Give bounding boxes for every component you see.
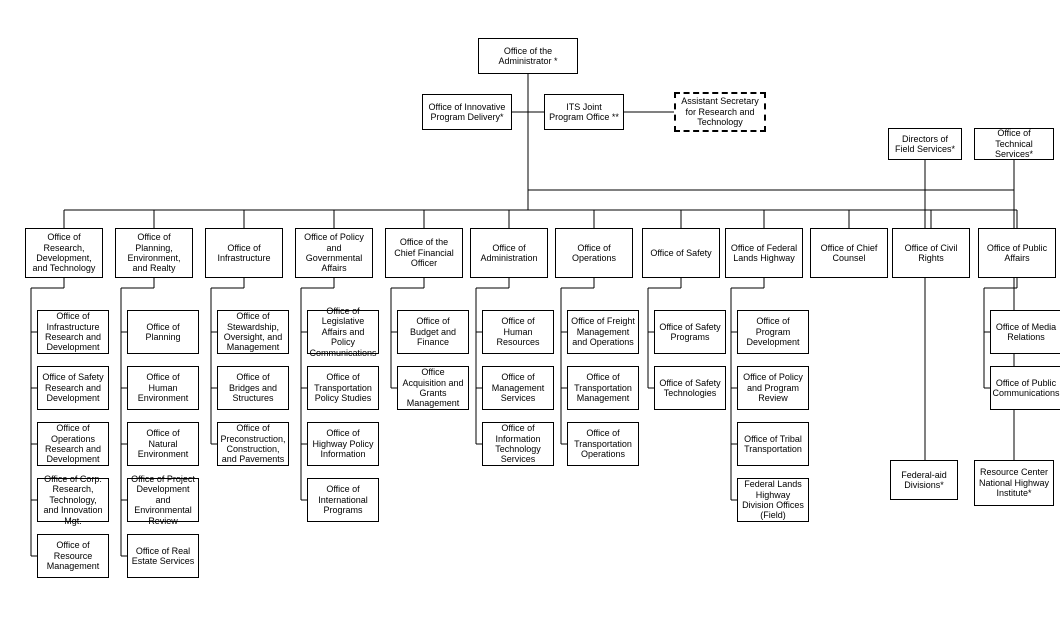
- branch-2-sub-2: Office of Preconstruction, Construction,…: [217, 422, 289, 466]
- branch-4-sub-0: Office of Budget and Finance: [397, 310, 469, 354]
- org-chart-canvas: Office of the Administrator * Office of I…: [10, 10, 1060, 621]
- branch-0-sub-3: Office of Corp. Research, Technology, an…: [37, 478, 109, 522]
- branch-head-11: Office of Public Affairs: [978, 228, 1056, 278]
- branch-7-sub-0: Office of Safety Programs: [654, 310, 726, 354]
- branch-5-sub-0: Office of Human Resources: [482, 310, 554, 354]
- branch-3-sub-3: Office of International Programs: [307, 478, 379, 522]
- branch-0-sub-0: Office of Infrastructure Research and De…: [37, 310, 109, 354]
- administrator-box: Office of the Administrator *: [478, 38, 578, 74]
- branch-head-5: Office of Administration: [470, 228, 548, 278]
- branch-5-sub-1: Office of Management Services: [482, 366, 554, 410]
- technical-services-box: Office of Technical Services*: [974, 128, 1054, 160]
- branch-6-sub-1: Office of Transportation Management: [567, 366, 639, 410]
- branch-2-sub-0: Office of Stewardship, Oversight, and Ma…: [217, 310, 289, 354]
- branch-8-sub-3: Federal Lands Highway Division Offices (…: [737, 478, 809, 522]
- branch-1-sub-2: Office of Natural Environment: [127, 422, 199, 466]
- branch-head-8: Office of Federal Lands Highway: [725, 228, 803, 278]
- branch-1-sub-1: Office of Human Environment: [127, 366, 199, 410]
- branch-0-sub-1: Office of Safety Research and Developmen…: [37, 366, 109, 410]
- branch-4-sub-1: Office Acquisition and Grants Management: [397, 366, 469, 410]
- its-box: ITS Joint Program Office **: [544, 94, 624, 130]
- field-directors-box: Directors of Field Services*: [888, 128, 962, 160]
- innovative-box: Office of Innovative Program Delivery*: [422, 94, 512, 130]
- branch-1-sub-0: Office of Planning: [127, 310, 199, 354]
- branch-head-6: Office of Operations: [555, 228, 633, 278]
- branch-11-sub-1: Office of Public Communications: [990, 366, 1060, 410]
- branch-11-sub-0: Office of Media Relations: [990, 310, 1060, 354]
- branch-8-sub-0: Office of Program Development: [737, 310, 809, 354]
- branch-head-10: Office of Civil Rights: [892, 228, 970, 278]
- branch-3-sub-2: Office of Highway Policy Information: [307, 422, 379, 466]
- branch-head-7: Office of Safety: [642, 228, 720, 278]
- branch-head-1: Office of Planning, Environment, and Rea…: [115, 228, 193, 278]
- branch-head-3: Office of Policy and Governmental Affair…: [295, 228, 373, 278]
- branch-7-sub-1: Office of Safety Technologies: [654, 366, 726, 410]
- branch-head-4: Office of the Chief Financial Officer: [385, 228, 463, 278]
- asst-secretary-box: Assistant Secretary for Research and Tec…: [674, 92, 766, 132]
- branch-head-2: Office of Infrastructure: [205, 228, 283, 278]
- branch-0-sub-4: Office of Resource Management: [37, 534, 109, 578]
- branch-3-sub-0: Office of Legislative Affairs and Policy…: [307, 310, 379, 354]
- branch-6-sub-0: Office of Freight Management and Operati…: [567, 310, 639, 354]
- federal-aid-box: Federal-aid Divisions*: [890, 460, 958, 500]
- branch-head-0: Office of Research, Development, and Tec…: [25, 228, 103, 278]
- branch-2-sub-1: Office of Bridges and Structures: [217, 366, 289, 410]
- resource-center-box: Resource Center National Highway Institu…: [974, 460, 1054, 506]
- branch-head-9: Office of Chief Counsel: [810, 228, 888, 278]
- branch-8-sub-2: Office of Tribal Transportation: [737, 422, 809, 466]
- branch-0-sub-2: Office of Operations Research and Develo…: [37, 422, 109, 466]
- branch-3-sub-1: Office of Transportation Policy Studies: [307, 366, 379, 410]
- branch-1-sub-4: Office of Real Estate Services: [127, 534, 199, 578]
- branch-6-sub-2: Office of Transportation Operations: [567, 422, 639, 466]
- branch-5-sub-2: Office of Information Technology Service…: [482, 422, 554, 466]
- branch-1-sub-3: Office of Project Development and Enviro…: [127, 478, 199, 522]
- branch-8-sub-1: Office of Policy and Program Review: [737, 366, 809, 410]
